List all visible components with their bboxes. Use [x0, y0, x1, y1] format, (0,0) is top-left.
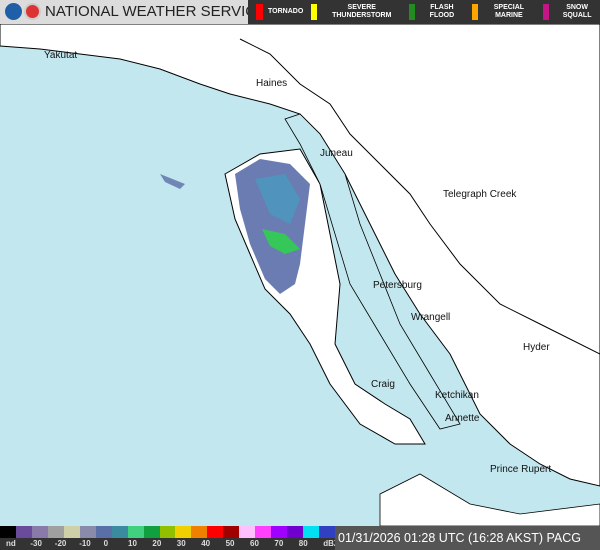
scale-tick: -20	[54, 539, 67, 548]
scale-tick: 80	[298, 539, 308, 548]
legend-swatch	[543, 4, 550, 20]
southern-land	[379, 473, 600, 526]
scale-tick: 10	[128, 539, 137, 548]
legend-item: FLASH FLOOD	[409, 4, 464, 20]
city-label: Haines	[256, 78, 288, 89]
legend-swatch	[256, 4, 263, 20]
legend-swatch	[311, 4, 318, 20]
legend-item: TORNADO	[256, 4, 303, 20]
scale-tick: 0	[103, 539, 109, 548]
scale-swatch	[95, 526, 113, 538]
city-label: Wrangell	[411, 312, 451, 323]
city-label: Yakutat	[44, 50, 78, 61]
legend-label: FLASH FLOOD	[429, 4, 455, 19]
inner-channel	[284, 113, 461, 430]
scale-swatch	[127, 526, 145, 538]
legend-item: SNOW SQUALL	[543, 4, 600, 20]
scale-tick: 30	[176, 539, 186, 548]
scale-swatch	[303, 526, 321, 538]
scale-tick: -30	[30, 539, 42, 548]
legend-item: SPECIAL MARINE	[471, 4, 535, 20]
city-label: Annette	[445, 413, 480, 424]
canada-border	[239, 38, 600, 355]
scale-swatch	[79, 526, 97, 538]
scale-swatch	[191, 526, 209, 538]
city-label: Craig	[371, 379, 395, 390]
timestamp: 01/31/2026 01:28 UTC (16:28 AKST) PACG	[335, 526, 600, 550]
city-label: Prince Rupert	[490, 464, 552, 475]
scale-swatch	[207, 526, 225, 538]
scale-swatch	[143, 526, 161, 538]
warning-legend: TORNADO SEVERE THUNDERSTORM FLASH FLOOD SPE…	[248, 0, 600, 24]
scale-swatch	[223, 526, 241, 538]
scale-swatch	[271, 526, 289, 538]
city-label: Ketchikan	[435, 390, 479, 401]
legend-label: SPECIAL MARINE	[493, 4, 525, 19]
scale-tick: 40	[201, 539, 211, 548]
legend-swatch	[471, 4, 478, 20]
page-title: NATIONAL WEATHER SERVICE	[45, 3, 267, 20]
legend-swatch	[409, 4, 416, 20]
scale-tick: dBZ	[323, 539, 339, 548]
scale-swatch	[159, 526, 177, 538]
scale-swatch	[287, 526, 305, 538]
city-label: Petersburg	[373, 280, 422, 291]
scale-swatch	[111, 526, 129, 538]
radar-echoes	[160, 159, 310, 294]
scale-tick: 70	[274, 539, 284, 548]
scale-swatch	[63, 526, 81, 538]
scale-tick: 60	[250, 539, 259, 548]
city-label: Hyder	[523, 342, 550, 353]
scale-swatch	[175, 526, 193, 538]
scale-swatch	[239, 526, 257, 538]
scale-swatch	[15, 526, 33, 538]
scale-swatch	[47, 526, 65, 538]
city-label: Juneau	[320, 148, 353, 159]
nws-logo	[24, 3, 41, 20]
scale-tick: 50	[225, 539, 235, 548]
scale-tick: 20	[152, 539, 162, 548]
legend-item: SEVERE THUNDERSTORM	[311, 4, 401, 20]
scale-swatch	[0, 526, 17, 538]
noaa-logo	[5, 3, 22, 20]
scale-swatch	[31, 526, 49, 538]
city-label: Telegraph Creek	[443, 189, 517, 200]
legend-label: SEVERE THUNDERSTORM	[332, 4, 392, 19]
reflectivity-scale: nd -30 -20 -10 0 10 20 30 40 50 60 70 80 dBZ	[0, 526, 339, 550]
scale-tick: nd	[6, 539, 16, 548]
legend-label: TORNADO	[268, 8, 304, 15]
legend-label: SNOW SQUALL	[562, 4, 592, 19]
scale-swatch	[319, 526, 336, 538]
scale-swatch	[255, 526, 273, 538]
scale-tick: -10	[79, 539, 91, 548]
radar-map[interactable]	[0, 24, 600, 526]
